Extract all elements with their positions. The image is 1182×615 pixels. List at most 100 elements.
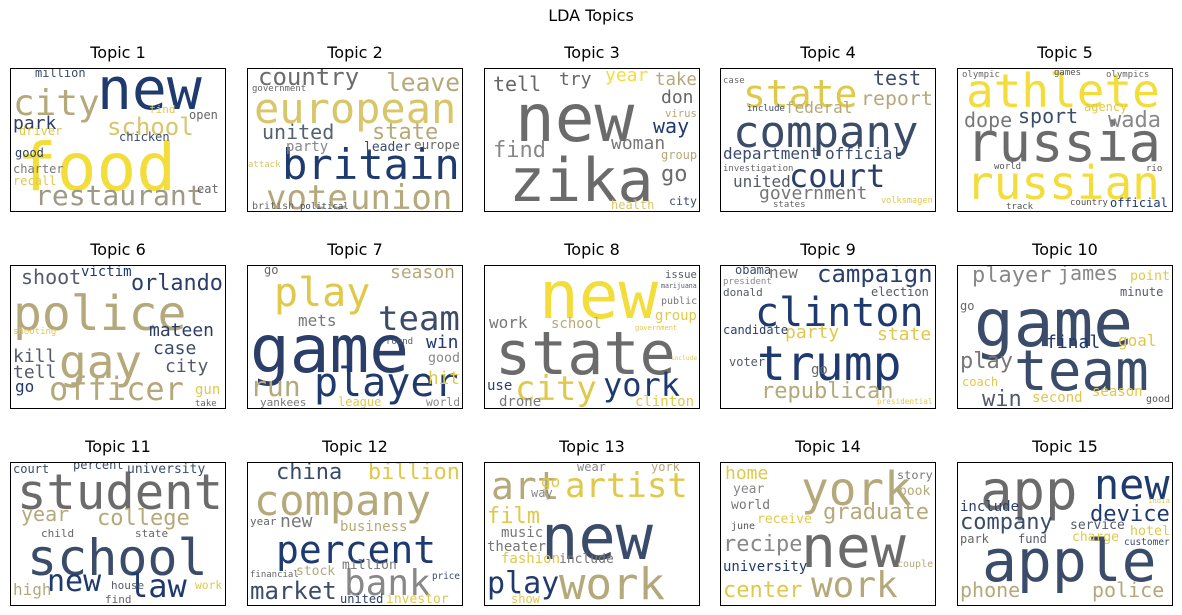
wordcloud-word: receive: [757, 512, 812, 527]
wordcloud-word: phone: [960, 578, 1020, 602]
wordcloud-word: bank: [344, 563, 431, 604]
wordcloud-word: government: [759, 183, 867, 204]
wordcloud-word: device: [1090, 501, 1170, 527]
wordcloud-word: official: [825, 144, 902, 163]
topic-title: Topic 4: [800, 43, 856, 62]
wordcloud-word: customer: [1124, 537, 1170, 548]
wordcloud-word: track: [1006, 202, 1034, 211]
wordcloud-word: state: [743, 72, 857, 116]
wordcloud-word: art: [491, 464, 560, 508]
wordcloud-word: round: [386, 337, 413, 347]
wordcloud-word: park: [13, 113, 57, 134]
wordcloud-word: report: [861, 87, 933, 110]
topic-title: Topic 8: [564, 240, 620, 259]
wordcloud-word: new: [539, 266, 658, 334]
wordcloud-word: go: [960, 299, 974, 313]
wordcloud-word: find: [149, 103, 176, 116]
wordcloud-word: party: [785, 322, 839, 343]
wordcloud-word: state: [495, 319, 676, 389]
topic-wordcloud-panel: new work artist art play film go way wear york mus…: [484, 462, 700, 606]
wordcloud-word: olympic: [962, 70, 1000, 80]
wordcloud-word: story: [897, 468, 933, 482]
wordcloud-word: university: [723, 559, 807, 575]
wordcloud-word: europe: [414, 137, 460, 152]
wordcloud-word: run: [250, 370, 301, 403]
topic-wordcloud-panel: russia russian athlete sport dope wada agency o…: [957, 68, 1173, 212]
wordcloud-word: work: [489, 313, 528, 332]
wordcloud-word: team: [378, 299, 460, 339]
wordcloud-word: city: [669, 194, 697, 208]
wordcloud-word: british: [252, 201, 294, 211]
wordcloud-word: zika: [509, 146, 654, 211]
wordcloud-word: market: [250, 577, 337, 605]
wordcloud-word: company: [733, 107, 918, 158]
wordcloud-word: final: [1046, 332, 1100, 353]
wordcloud-word: film: [487, 504, 540, 529]
wordcloud-word: player: [972, 266, 1051, 288]
wordcloud-word: go: [264, 266, 278, 277]
topic-wordcloud-panel: trump clinton campaign republican party state…: [720, 265, 936, 409]
wordcloud-word: charter: [13, 162, 64, 176]
wordcloud-word: vote: [266, 178, 348, 211]
wordcloud-word: game: [250, 311, 409, 388]
wordcloud-word: year: [21, 502, 69, 526]
wordcloud-word: charge: [1072, 530, 1119, 545]
wordcloud-word: play: [274, 270, 370, 316]
wordcloud-word: game: [974, 285, 1133, 362]
wordcloud-word: new: [280, 511, 313, 532]
wordcloud-word: volksmagen: [881, 196, 933, 206]
wordcloud-word: win: [982, 387, 1022, 408]
wordcloud-word: case: [723, 76, 745, 86]
wordcloud-word: donald: [723, 286, 763, 299]
topic-wordcloud-panel: european britain vote union country leave unit…: [247, 68, 463, 212]
wordcloud-word: investigation: [723, 164, 793, 174]
wordcloud-word: party: [286, 139, 328, 155]
wordcloud-word: world: [731, 498, 770, 513]
wordcloud-word: wada: [1108, 108, 1161, 133]
wordcloud-word: police: [1092, 578, 1164, 602]
wordcloud-word: good: [15, 146, 44, 160]
topic-title: Topic 2: [327, 43, 383, 62]
wordcloud-word: league: [338, 395, 381, 408]
wordcloud-word: school: [27, 529, 208, 587]
wordcloud-word: service: [1070, 518, 1125, 533]
wordcloud-word: court: [13, 463, 49, 476]
wordcloud-word: company: [254, 476, 431, 525]
wordcloud-word: coach: [962, 375, 998, 389]
wordcloud-word: york: [651, 463, 681, 474]
topic-wordcloud-panel: game player play team run season mets win good hi…: [247, 265, 463, 409]
wordcloud-word: city: [165, 356, 209, 377]
wordcloud-word: team: [1014, 339, 1149, 404]
wordcloud-word: theater: [487, 539, 546, 555]
wordcloud-word: go: [811, 362, 828, 378]
wordcloud-word: president: [723, 277, 772, 287]
wordcloud-word: union: [350, 178, 452, 211]
wordcloud-word: artist: [565, 466, 688, 506]
wordcloud-word: work: [195, 579, 222, 592]
wordcloud-word: sport: [1018, 104, 1078, 128]
wordcloud-word: shooting: [13, 327, 56, 337]
wordcloud-word: olympics: [1106, 70, 1149, 80]
wordcloud-word: app: [980, 463, 1078, 522]
wordcloud-word: company: [960, 510, 1053, 535]
topic-wordcloud-panel: student school college year new law court perce…: [10, 462, 226, 606]
wordcloud-word: hit: [428, 369, 460, 389]
wordcloud-word: price: [432, 571, 460, 582]
wordcloud-word: college: [97, 506, 190, 531]
topic-wordcloud-panel: police gay officer shoot victim orlando mateen…: [10, 265, 226, 409]
wordcloud-word: work: [811, 565, 898, 605]
wordcloud-word: school: [551, 316, 602, 332]
wordcloud-word: include: [960, 499, 1019, 515]
wordcloud-word: james: [1058, 266, 1118, 285]
wordcloud-word: campaign: [817, 266, 933, 288]
wordcloud-word: russian: [966, 156, 1160, 210]
wordcloud-word: country: [1070, 198, 1109, 208]
